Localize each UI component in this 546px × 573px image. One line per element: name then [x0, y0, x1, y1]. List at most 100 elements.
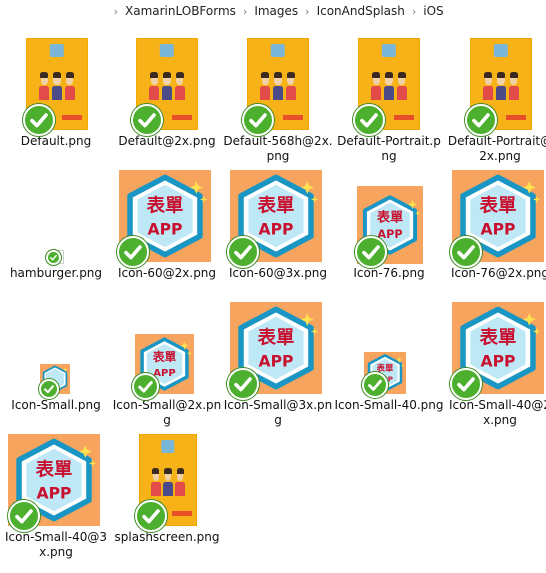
icon-text-line1: 表單	[479, 326, 517, 348]
green-checkmark-icon	[132, 373, 159, 400]
file-name-label: Icon-Small-40.png	[334, 398, 444, 412]
breadcrumb-item[interactable]: iOS	[423, 4, 444, 18]
file-item[interactable]: 表單 APP Icon-60@2x.png	[112, 168, 222, 281]
icon-text-line1: 表單	[146, 194, 184, 216]
splash-image-icon	[470, 38, 532, 130]
file-name-label: Default-Portrait@2x.png	[447, 134, 546, 163]
thumbnail-area	[112, 432, 222, 532]
file-item[interactable]: Default@2x.png	[112, 36, 222, 149]
icon-text-line1: 表單	[257, 194, 295, 216]
app-icon-graphic: 表單 APP	[452, 170, 544, 262]
app-icon-image: 表單 APP	[452, 170, 544, 262]
file-item[interactable]: 表單 APP Icon-76@2x.png	[445, 168, 546, 281]
green-checkmark-icon	[131, 104, 163, 136]
file-name-label: splashscreen.png	[114, 530, 220, 544]
breadcrumb-item[interactable]: IconAndSplash	[316, 4, 405, 18]
app-icon-graphic: 表單 APP	[230, 170, 322, 262]
icon-text-line2: APP	[377, 228, 402, 241]
file-item[interactable]: 表單 APP Icon-Small-40@3x.png	[1, 432, 111, 560]
green-checkmark-icon	[46, 250, 61, 265]
file-item[interactable]: 表單 APP Icon-Small-40.png	[334, 300, 444, 413]
file-item[interactable]: 表單 APP Icon-Small@2x.png	[112, 300, 222, 428]
file-item[interactable]: splashscreen.png	[112, 432, 222, 545]
file-name-label: Icon-76.png	[353, 266, 425, 280]
thumbnail-area	[1, 36, 111, 136]
green-checkmark-icon	[8, 500, 40, 532]
green-checkmark-icon	[23, 104, 55, 136]
chevron-right-icon[interactable]: ›	[411, 4, 417, 18]
green-checkmark-icon	[242, 104, 274, 136]
file-item[interactable]: Icon-Small.png	[1, 300, 111, 413]
icon-text-line2: APP	[481, 351, 516, 370]
file-name-label: Icon-76@2x.png	[450, 266, 546, 280]
chevron-right-icon[interactable]: ›	[305, 4, 310, 18]
green-checkmark-icon	[450, 236, 482, 268]
logo-icon	[49, 44, 65, 57]
file-item[interactable]: 表單 APP Icon-Small@3x.png	[223, 300, 333, 428]
file-name-label: Icon-60@2x.png	[117, 266, 217, 280]
thumbnail-area: 表單 APP	[445, 168, 546, 268]
file-name-label: Icon-Small.png	[11, 398, 101, 412]
file-item[interactable]: 表單 APP Icon-Small-40@2x.png	[445, 300, 546, 428]
file-name-label: Default.png	[20, 134, 92, 148]
thumbnail-area	[1, 168, 111, 265]
thumbnail-area: 表單 APP	[112, 168, 222, 268]
app-icon-image: 表單 APP	[119, 170, 211, 262]
file-name-label: Icon-Small@2x.png	[112, 398, 222, 427]
thumbnail-area	[1, 300, 111, 399]
thumbnail-area: 表單 APP	[334, 300, 444, 398]
breadcrumb-item[interactable]: Images	[254, 4, 299, 18]
file-name-label: Icon-Small-40@3x.png	[5, 530, 107, 559]
chevron-right-icon[interactable]: ›	[113, 4, 118, 18]
file-item[interactable]: Default.png	[1, 36, 111, 149]
thumbnail-area: 表單 APP	[445, 300, 546, 400]
app-icon-graphic: 表單 APP	[119, 170, 211, 262]
file-item[interactable]: Default-Portrait.png	[334, 36, 444, 164]
file-item[interactable]: Default-Portrait@2x.png	[445, 36, 546, 164]
file-name-label: Default@2x.png	[118, 134, 216, 148]
icon-text-line2: APP	[37, 483, 72, 502]
icon-text-line1: 表單	[152, 350, 177, 364]
green-checkmark-icon	[227, 236, 259, 268]
file-name-label: Icon-60@3x.png	[228, 266, 328, 280]
logo-icon	[159, 44, 175, 57]
icon-text-line2: APP	[153, 368, 175, 379]
thumbnail-area	[112, 36, 222, 136]
green-checkmark-icon	[450, 368, 482, 400]
icon-text-line2: APP	[259, 219, 294, 238]
splash-image-icon	[139, 434, 197, 526]
file-item[interactable]: Default-568h@2x.png	[223, 36, 333, 164]
thumbnail-area: 表單 APP	[334, 168, 444, 268]
green-checkmark-icon	[465, 104, 497, 136]
green-checkmark-icon	[355, 236, 387, 268]
icon-text-line2: APP	[148, 219, 183, 238]
app-icon-graphic: 表單 APP	[8, 434, 100, 526]
logo-icon	[270, 44, 286, 57]
breadcrumb: › XamarinLOBForms › Images › IconAndSpla…	[0, 0, 546, 22]
chevron-right-icon[interactable]: ›	[242, 4, 248, 18]
icon-text-line1: 表單	[35, 458, 73, 480]
icon-text-line1: 表單	[257, 326, 295, 348]
thumbnail-area: 表單 APP	[112, 300, 222, 400]
thumbnail-area	[445, 36, 546, 136]
green-checkmark-icon	[117, 236, 149, 268]
logo-icon	[493, 44, 509, 57]
app-icon-graphic: 表單 APP	[230, 302, 322, 394]
green-checkmark-icon	[227, 368, 259, 400]
thumbnail-area: 表單 APP	[223, 168, 333, 268]
file-item[interactable]: 表單 APP Icon-76.png	[334, 168, 444, 281]
breadcrumb-item[interactable]: XamarinLOBForms	[125, 4, 236, 18]
file-name-label: Icon-Small-40@2x.png	[449, 398, 546, 427]
app-icon-image: 表單 APP	[230, 302, 322, 394]
icon-text-line1: 表單	[376, 363, 394, 373]
icon-text-line1: 表單	[479, 194, 517, 216]
thumbnail-area	[334, 36, 444, 136]
file-item[interactable]: hamburger.png	[1, 168, 111, 281]
green-checkmark-icon	[39, 379, 59, 399]
file-name-label: Icon-Small@3x.png	[223, 398, 333, 427]
file-name-label: Default-568h@2x.png	[223, 134, 333, 163]
icon-text-line2: APP	[481, 219, 516, 238]
logo-icon	[381, 44, 397, 57]
app-icon-graphic: 表單 APP	[135, 334, 194, 394]
file-item[interactable]: 表單 APP Icon-60@3x.png	[223, 168, 333, 281]
